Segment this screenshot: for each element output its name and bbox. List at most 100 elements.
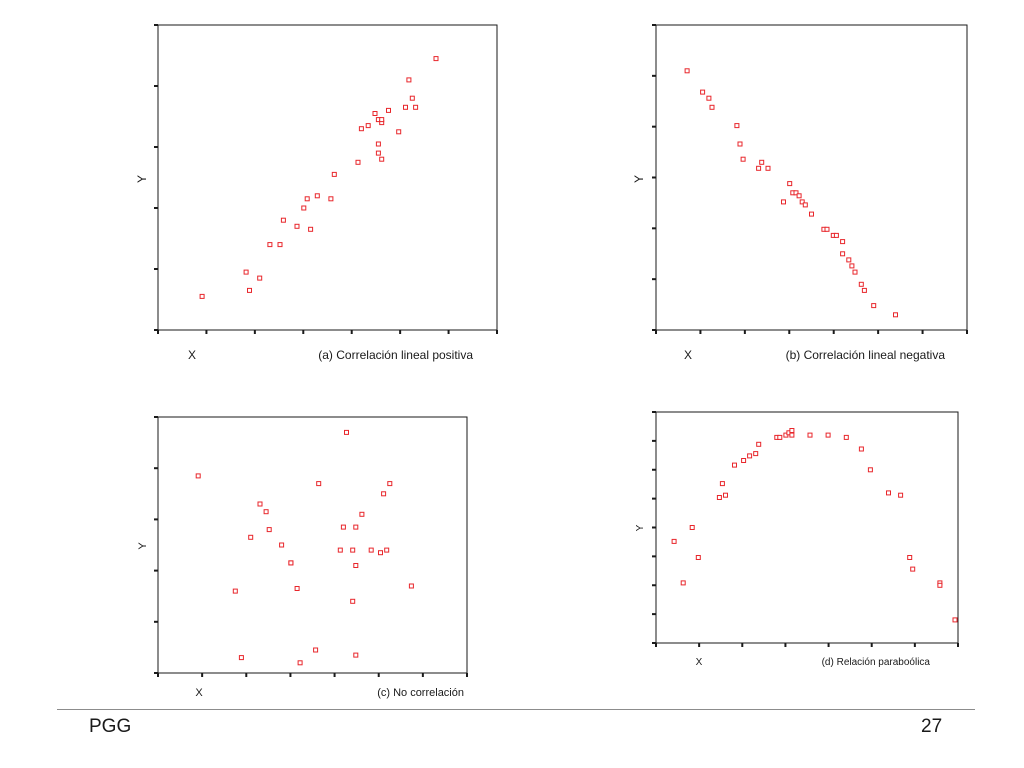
data-point (247, 287, 252, 293)
chart-caption: (d) Relación paraboólica (822, 657, 931, 668)
y-axis-label: Y (635, 524, 646, 531)
scatter-panel-3: X Y (c) No correlación (137, 416, 468, 699)
data-point (408, 583, 414, 589)
data-point (353, 524, 359, 530)
data-point (695, 555, 701, 560)
data-point (737, 141, 743, 147)
plot-frame (655, 24, 968, 331)
data-point (288, 560, 294, 566)
data-point (732, 462, 737, 468)
data-point (777, 434, 783, 440)
data-point (716, 495, 722, 500)
data-point (787, 181, 793, 187)
data-point (387, 481, 393, 487)
chart-caption: (a) Correlación lineal positiva (318, 348, 473, 362)
data-point (340, 524, 346, 530)
data-point (375, 150, 381, 156)
data-point (304, 196, 310, 202)
data-point (723, 492, 728, 498)
data-point (799, 199, 805, 205)
data-point (359, 511, 365, 517)
data-point (680, 580, 686, 586)
plot-frame (157, 24, 498, 331)
data-point (886, 490, 891, 496)
data-point (308, 226, 314, 232)
data-point (433, 56, 439, 62)
data-point (232, 588, 238, 594)
data-point (789, 432, 795, 438)
data-point (824, 226, 830, 232)
data-point (199, 293, 205, 299)
data-point (765, 165, 771, 171)
data-point (355, 159, 361, 165)
plot-frame (157, 416, 468, 674)
data-point (266, 527, 272, 533)
data-point (802, 202, 808, 208)
x-axis-label: X (696, 657, 703, 668)
data-point (243, 269, 249, 275)
footer-divider (57, 709, 975, 710)
data-point (789, 428, 795, 433)
data-point (952, 617, 958, 623)
data-point (301, 205, 307, 211)
data-point (409, 95, 415, 101)
data-point (734, 123, 740, 129)
data-point (350, 547, 356, 553)
data-point (267, 242, 273, 248)
data-point (893, 312, 898, 318)
data-point (406, 77, 412, 83)
y-axis-label: Y (135, 175, 149, 183)
scatter-panel-4: X Y (d) Relación paraboólica (635, 411, 959, 668)
data-point (294, 223, 300, 229)
data-point (358, 126, 364, 132)
data-point (825, 432, 831, 438)
data-point (257, 275, 263, 281)
data-point (858, 281, 864, 287)
data-point (396, 129, 402, 135)
data-point (671, 538, 677, 544)
data-point (379, 156, 385, 162)
data-point (313, 647, 319, 653)
data-point (372, 111, 378, 116)
data-point (344, 429, 349, 435)
chart-caption: (c) No correlación (377, 687, 464, 699)
data-point (898, 492, 904, 498)
data-point (195, 473, 201, 479)
y-axis-label: Y (137, 542, 149, 550)
data-point (741, 458, 747, 463)
data-point (279, 542, 285, 548)
data-point (684, 68, 690, 74)
data-point (910, 566, 916, 572)
data-point (747, 453, 753, 459)
data-point (871, 303, 877, 309)
x-axis-label: X (195, 687, 203, 699)
data-point (843, 434, 849, 440)
data-point (403, 104, 408, 110)
data-point (809, 211, 814, 217)
x-axis-label: X (188, 348, 196, 362)
data-point (297, 660, 303, 666)
data-point (807, 432, 813, 438)
data-point (294, 586, 300, 591)
data-point (328, 196, 334, 202)
data-point (413, 104, 419, 110)
data-point (257, 501, 263, 507)
data-point (937, 582, 943, 588)
data-point (849, 263, 855, 269)
scatter-panel-2: X Y (b) Correlación lineal negativa (632, 24, 968, 362)
data-point (781, 199, 786, 205)
y-axis-label: Y (632, 175, 646, 183)
data-point (365, 123, 371, 129)
data-point (706, 95, 712, 101)
data-point (379, 117, 385, 123)
scatter-panel-1: X Y (a) Correlación lineal positiva (135, 24, 498, 362)
data-point (384, 547, 390, 553)
data-point (852, 269, 858, 275)
data-point (846, 257, 852, 263)
data-point (861, 287, 867, 293)
data-point (833, 232, 839, 238)
page-number: 27 (921, 716, 943, 737)
data-point (337, 547, 343, 553)
data-point (248, 534, 254, 540)
data-point (331, 171, 337, 177)
